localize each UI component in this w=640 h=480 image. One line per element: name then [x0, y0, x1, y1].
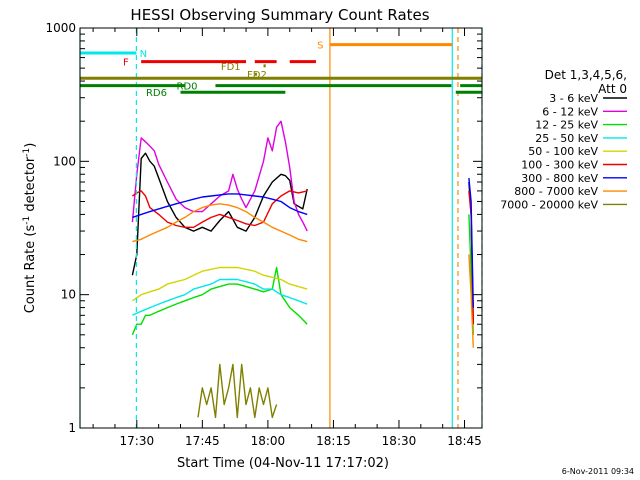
legend-label-2: 12 - 25 keV	[535, 119, 598, 132]
plot-frame	[79, 27, 483, 429]
series-8-segment-0	[197, 363, 278, 419]
series-0-segment-0	[131, 152, 308, 276]
y-axis-label-end: )	[23, 143, 38, 148]
y-axis-label-exp2: -1	[22, 148, 32, 157]
y-axis-label-mid: detector	[23, 156, 38, 216]
series-6-segment-1	[468, 177, 474, 308]
series-4-segment-0	[132, 266, 308, 302]
x-tick-label-3: 18:15	[316, 434, 351, 448]
series-layer	[131, 120, 474, 419]
flag-label-1: S	[317, 41, 323, 52]
y-axis: 1 10 100 1000	[45, 21, 482, 435]
x-tick-label-4: 18:30	[382, 434, 417, 448]
series-5-segment-0	[131, 190, 308, 229]
y-axis-label-main: Count Rate (s	[23, 225, 38, 314]
legend-title-attenuator: Att 0	[598, 82, 627, 96]
series-7-segment-1	[468, 254, 474, 348]
x-tick-label-1: 17:45	[185, 434, 220, 448]
x-axis-label: Start Time (04-Nov-11 17:17:02)	[177, 456, 389, 471]
y-tick-label-1: 10	[61, 288, 76, 302]
legend-label-1: 6 - 12 keV	[542, 105, 598, 118]
legend-label-5: 100 - 300 keV	[521, 159, 598, 172]
flag-label-7: RD6	[146, 88, 167, 99]
legend-label-3: 25 - 50 keV	[535, 132, 598, 145]
flag-label-4: FD2	[247, 70, 267, 81]
x-tick-label-2: 18:00	[251, 434, 286, 448]
legend-label-4: 50 - 100 keV	[528, 145, 598, 158]
legend-label-7: 800 - 7000 keV	[514, 185, 598, 198]
legend-label-6: 300 - 800 keV	[521, 172, 598, 185]
series-3-segment-0	[132, 278, 308, 316]
y-tick-label-3: 1000	[45, 21, 76, 35]
legend-title-detectors: Det 1,3,4,5,6,	[545, 68, 627, 82]
y-tick-label-2: 100	[53, 154, 76, 168]
x-tick-label-0: 17:30	[120, 434, 155, 448]
flag-bars: N S F FD1 FD2 RD0 RD6	[80, 41, 482, 99]
series-7-segment-0	[132, 203, 308, 243]
legend-label-0: 3 - 6 keV	[549, 92, 598, 105]
y-axis-label-exp1: -1	[22, 216, 32, 225]
flag-label-6: RD0	[177, 82, 198, 93]
flag-label-3: FD1	[221, 62, 241, 73]
x-tick-label-5: 18:45	[447, 434, 482, 448]
legend-label-8: 7000 - 20000 keV	[500, 198, 598, 211]
y-tick-label-0: 1	[68, 421, 76, 435]
flag-label-0: N	[140, 49, 147, 60]
chart-title: HESSI Observing Summary Count Rates	[130, 6, 429, 24]
series-2-segment-0	[131, 266, 308, 336]
series-6-segment-0	[132, 193, 308, 219]
y-axis-label: Count Rate (s-1 detector-1)	[22, 143, 38, 314]
date-stamp: 6-Nov-2011 09:34	[562, 467, 634, 476]
x-axis: 17:30 17:45 18:00 18:15 18:30 18:45	[92, 28, 482, 448]
flag-label-2: F	[123, 58, 129, 69]
series-1-segment-0	[131, 120, 308, 232]
